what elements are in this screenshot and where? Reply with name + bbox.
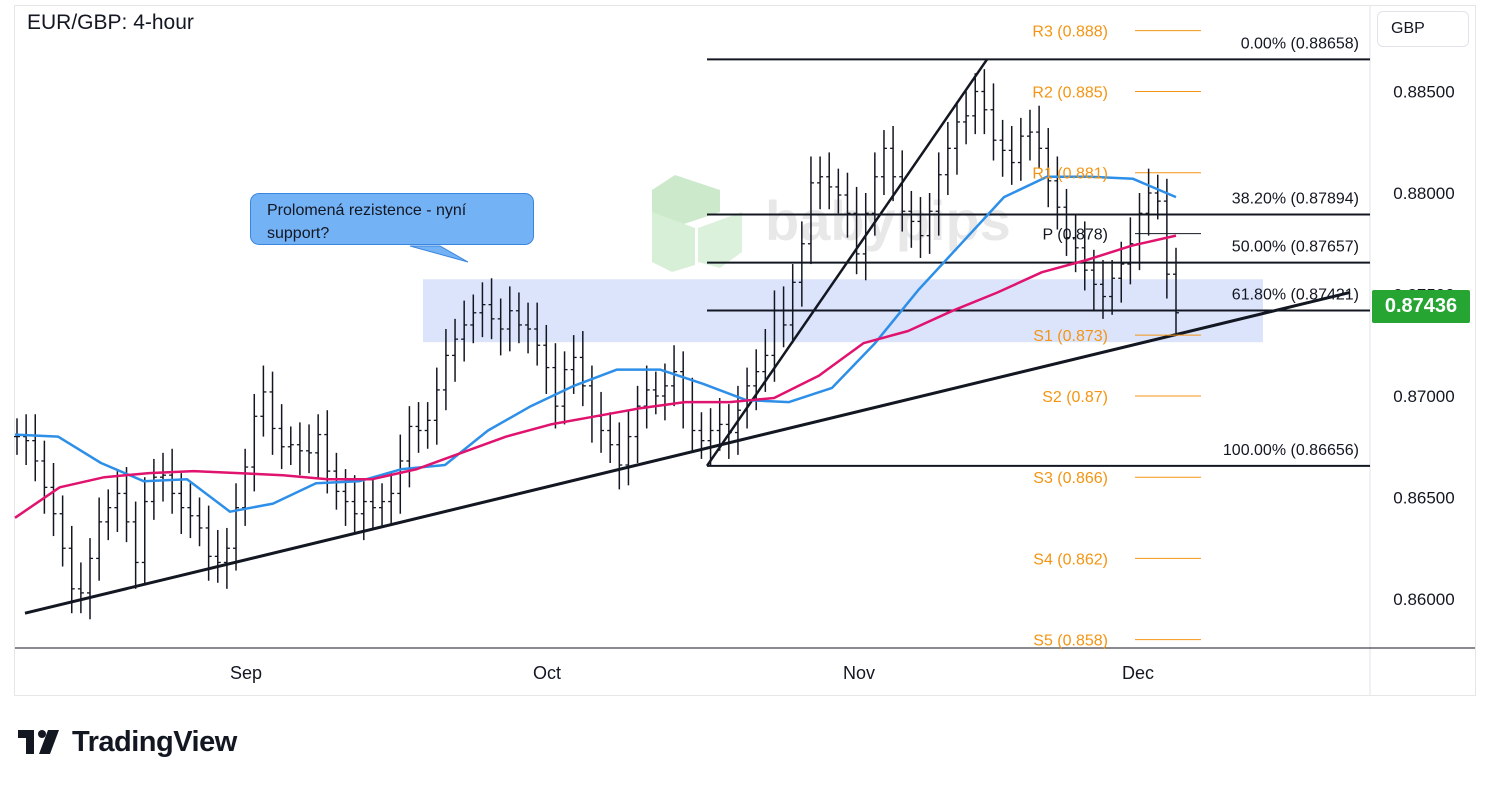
tradingview-logo-icon [18,729,59,754]
chart-frame [14,5,1476,696]
y-axis-tick-label: 0.86500 [1393,489,1454,508]
annotation-callout: Prolomená rezistence - nyní support? [250,193,534,245]
svg-text:babypips: babypips [765,189,1011,252]
pivot-level-label: S1 (0.873) [1033,328,1108,345]
fib-level-label: 0.00% (0.88658) [1241,35,1359,52]
chart-title: EUR/GBP: 4-hour [27,11,194,34]
pivot-level-label: S3 (0.866) [1033,470,1108,487]
x-axis-tick-label: Nov [843,663,875,683]
y-axis-tick-label: 0.88500 [1393,83,1454,102]
moving-average-fast [14,175,1177,513]
tradingview-logo-text: TradingView [72,726,237,758]
pivot-level-label: R1 (0.881) [1032,166,1108,183]
x-axis-tick-label: Sep [230,663,262,683]
pivot-level-label: R3 (0.888) [1032,24,1108,41]
y-axis-tick-label: 0.88000 [1393,184,1454,203]
pivot-level-label: S4 (0.862) [1033,551,1108,568]
pivot-level-label: P (0.878) [1042,227,1108,244]
y-axis-tick-label: 0.87000 [1393,387,1454,406]
x-axis-tick-label: Dec [1122,663,1154,683]
y-axis-tick-label: 0.86000 [1393,590,1454,609]
support-trendline [24,291,1351,615]
tradingview-logo[interactable]: TradingView [18,726,237,759]
pivot-level-label: R2 (0.885) [1032,85,1108,102]
fib-level-label: 61.80% (0.87421) [1232,287,1359,304]
callout-pointer [409,245,469,263]
currency-selector[interactable]: GBP [1377,11,1469,47]
fib-level-label: 50.00% (0.87657) [1232,239,1359,256]
fib-level-label: 38.20% (0.87894) [1232,191,1359,208]
pivot-level-label: S5 (0.858) [1033,633,1108,650]
moving-average-slow [14,234,1177,519]
x-axis-tick-label: Oct [533,663,561,683]
rally-trendline [705,58,989,467]
babypips-watermark: babypips [652,175,1011,272]
fib-level-label: 100.00% (0.86656) [1223,442,1359,459]
pivot-level-label: S2 (0.87) [1042,389,1108,406]
current-price-tag: 0.87436 [1372,290,1470,323]
